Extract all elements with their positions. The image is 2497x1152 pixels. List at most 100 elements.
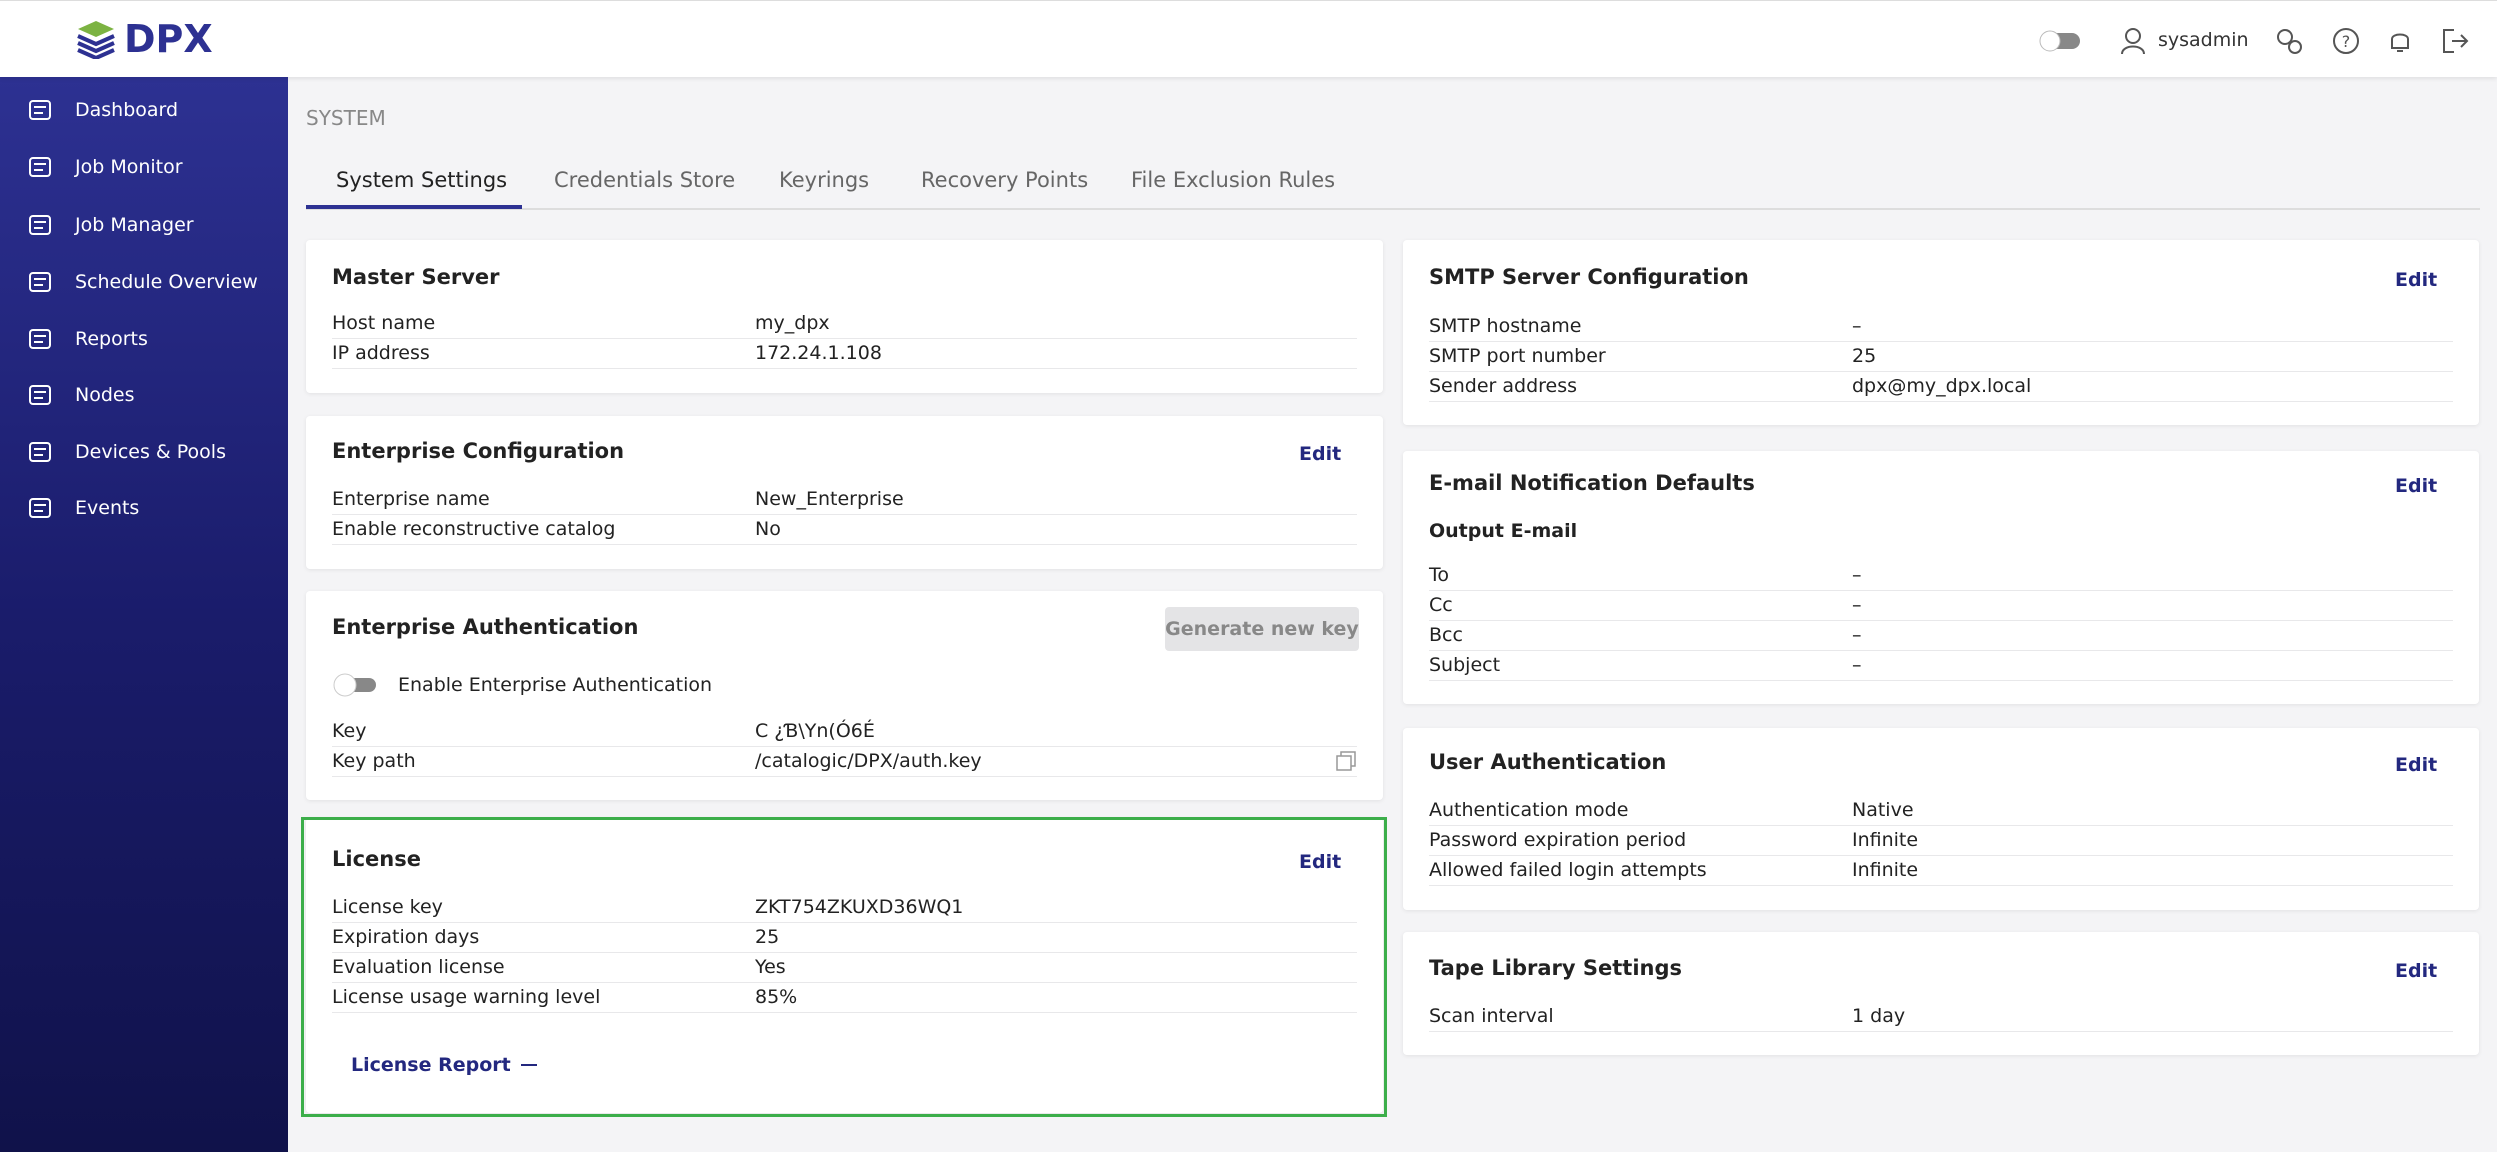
row-label: Enterprise name — [332, 488, 490, 510]
nav-item[interactable]: Job Manager — [75, 214, 194, 236]
row-separator — [1429, 650, 2453, 651]
row-separator — [1429, 341, 2453, 342]
row-label: Cc — [1429, 594, 1453, 616]
row-separator — [332, 368, 1357, 369]
row-value: Yes — [755, 956, 786, 978]
settings-icon[interactable] — [2274, 26, 2304, 56]
edit-button[interactable]: Edit — [2395, 475, 2438, 497]
generate-key-button[interactable]: Generate new key — [1165, 607, 1359, 651]
tab[interactable]: Keyrings — [779, 168, 870, 192]
brand: DPX — [124, 17, 213, 61]
row-label: License usage warning level — [332, 986, 601, 1008]
row-value: 85% — [755, 986, 798, 1008]
row-value: dpx@my_dpx.local — [1852, 375, 2032, 397]
row-separator — [332, 776, 1357, 777]
row-separator — [1429, 885, 2453, 886]
card-title: Master Server — [332, 265, 500, 289]
row-label: Authentication mode — [1429, 799, 1629, 821]
row-separator — [1429, 1031, 2453, 1032]
nav-icon — [29, 442, 51, 462]
row-separator — [1429, 620, 2453, 621]
row-separator — [1429, 855, 2453, 856]
row-label: To — [1429, 564, 1450, 586]
card-title: License — [332, 847, 421, 871]
row-separator — [332, 1012, 1357, 1013]
row-value: Infinite — [1852, 859, 1919, 881]
row-value: – — [1852, 654, 1862, 676]
row-separator — [332, 544, 1357, 545]
row-separator — [332, 982, 1357, 983]
card: Master Server Host name my_dpx IP address 17… — [306, 240, 1383, 393]
nav-item[interactable]: Reports — [75, 328, 148, 350]
edit-button[interactable]: Edit — [2395, 269, 2438, 291]
row-value: – — [1852, 564, 1862, 586]
row-label: Host name — [332, 312, 436, 334]
row-label: Key — [332, 720, 367, 742]
tab[interactable]: System Settings — [336, 168, 508, 192]
row-separator — [1429, 680, 2453, 681]
tab[interactable]: File Exclusion Rules — [1131, 168, 1336, 192]
edit-button[interactable]: Edit — [1299, 851, 1342, 873]
nav-icon — [29, 329, 51, 349]
nav-icon — [29, 157, 51, 177]
nav-item[interactable]: Job Monitor — [75, 156, 183, 178]
row-separator — [332, 338, 1357, 339]
row-label: License key — [332, 896, 443, 918]
row-value: New_Enterprise — [755, 488, 904, 510]
card: User Authentication Edit Authentication mo… — [1403, 728, 2479, 910]
edit-button[interactable]: Edit — [2395, 754, 2438, 776]
nav-item[interactable]: Dashboard — [75, 99, 179, 121]
row-separator — [1429, 590, 2453, 591]
row-value: Infinite — [1852, 829, 1919, 851]
row-value: my_dpx — [755, 312, 830, 334]
card: SMTP Server Configuration Edit SMTP hostna… — [1403, 240, 2479, 425]
nav-icon — [29, 100, 51, 120]
subtitle: Output E-mail — [1429, 520, 1578, 542]
active-tab-indicator — [306, 205, 522, 209]
copy-icon[interactable] — [1334, 749, 1358, 773]
sidebar: Dashboard Job Monitor Job Manager Schedule … — [0, 76, 288, 1152]
edit-button[interactable]: Edit — [1299, 443, 1342, 465]
row-label: Scan interval — [1429, 1005, 1554, 1027]
user-icon — [2121, 28, 2145, 55]
logo-icon — [77, 21, 115, 59]
edit-button[interactable]: Edit — [2395, 960, 2438, 982]
nav-icon — [29, 215, 51, 235]
row-label: Enable reconstructive catalog — [332, 518, 616, 540]
card: Enterprise Configuration Edit Enterprise n… — [306, 416, 1383, 569]
row-separator — [332, 952, 1357, 953]
toggle[interactable] — [332, 672, 382, 698]
row-value: No — [755, 518, 781, 540]
user-name[interactable]: sysadmin — [2158, 29, 2249, 51]
theme-toggle[interactable] — [2038, 29, 2084, 53]
row-label: Expiration days — [332, 926, 480, 948]
row-value: 1 day — [1852, 1005, 1906, 1027]
nav-icon — [29, 498, 51, 518]
row-value: 25 — [1852, 345, 1877, 367]
logout-icon[interactable] — [2440, 26, 2470, 56]
tab[interactable]: Credentials Store — [554, 168, 736, 192]
nav-item[interactable]: Devices & Pools — [75, 441, 226, 463]
tab[interactable]: Recovery Points — [921, 168, 1089, 192]
row-label: Sender address — [1429, 375, 1578, 397]
nav-item[interactable]: Nodes — [75, 384, 135, 406]
row-value: ZKT754ZKUXD36WQ1 — [755, 896, 964, 918]
notifications-icon[interactable] — [2386, 26, 2414, 56]
row-separator — [1429, 401, 2453, 402]
card-title: Enterprise Authentication — [332, 615, 639, 639]
row-label: IP address — [332, 342, 430, 364]
card-title: E-mail Notification Defaults — [1429, 471, 1755, 495]
nav-item[interactable]: Schedule Overview — [75, 271, 258, 293]
card-title: SMTP Server Configuration — [1429, 265, 1749, 289]
row-label: Evaluation license — [332, 956, 505, 978]
row-label: Password expiration period — [1429, 829, 1687, 851]
row-value: /catalogic/DPX/auth.key — [755, 750, 982, 772]
row-separator — [332, 746, 1357, 747]
license-report-link[interactable]: License Report — [351, 1051, 541, 1079]
card-title: User Authentication — [1429, 750, 1667, 774]
row-label: Subject — [1429, 654, 1501, 676]
card: License Edit License key ZKT754ZKUXD36WQ1 Ex… — [306, 818, 1383, 1113]
help-icon[interactable]: ? — [2331, 26, 2361, 56]
nav-item[interactable]: Events — [75, 497, 140, 519]
